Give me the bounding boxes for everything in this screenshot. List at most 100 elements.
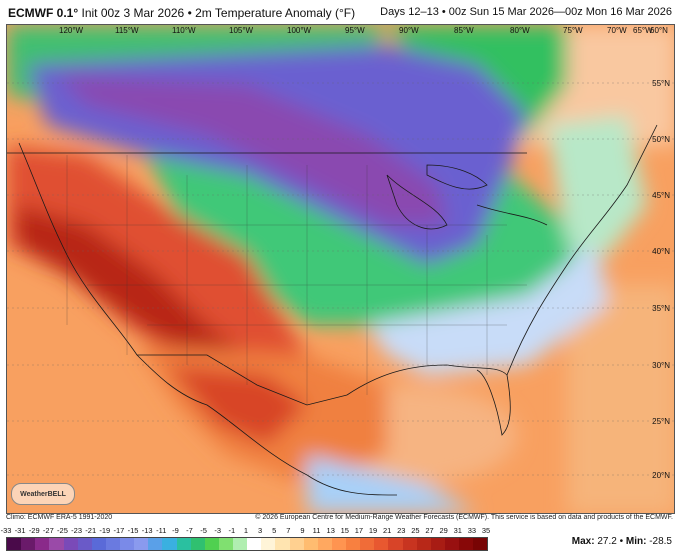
- legend-tick-label: 25: [411, 526, 420, 535]
- lon-label-90w: 90°W: [399, 26, 419, 35]
- lat-label-50n: 50°N: [652, 135, 670, 144]
- legend-tick-label: 35: [481, 526, 491, 535]
- legend-swatch: [63, 538, 78, 550]
- climo-note: Climo: ECMWF ERA-5 1991-2020: [6, 514, 113, 521]
- lat-label-20n: 20°N: [652, 471, 670, 480]
- weatherbell-logo: WeatherBELL: [11, 483, 75, 505]
- lon-label-65w: 65°W: [633, 26, 653, 35]
- legend-swatch: [148, 538, 163, 550]
- legend-tick-label: -19: [99, 526, 111, 535]
- legend-tick-label: 9: [300, 526, 305, 535]
- lon-label-95w: 95°W: [345, 26, 365, 35]
- init-time: Init 00z 3 Mar 2026: [81, 6, 185, 20]
- map-title: ECMWF 0.1° Init 00z 3 Mar 2026 • 2m Temp…: [8, 6, 355, 20]
- color-legend: -33 -31 -29 -27 -25 -23 -21 -19 -17 -15 -13 -11 -9 -7…: [1, 526, 491, 554]
- legend-swatch: [289, 538, 304, 550]
- legend-tick-label: -27: [42, 526, 54, 535]
- max-label: Max:: [571, 536, 595, 547]
- legend-tick-label: -17: [113, 526, 125, 535]
- legend-tick-label: -3: [214, 526, 222, 535]
- legend-swatch: [77, 538, 92, 550]
- legend-tick-label: -11: [156, 526, 167, 535]
- lon-label-105w: 105°W: [229, 26, 254, 35]
- legend-swatch: [430, 538, 445, 550]
- min-label: Min:: [625, 536, 647, 547]
- legend-swatch: [7, 538, 22, 550]
- legend-tick-label: 23: [397, 526, 406, 535]
- legend-tick-label: -23: [71, 526, 82, 535]
- lat-label-40n: 40°N: [652, 247, 670, 256]
- title-separator: •: [187, 6, 192, 20]
- legend-tick-label: -33: [0, 526, 12, 535]
- legend-tick-label: 31: [453, 526, 462, 535]
- lat-label-45n: 45°N: [652, 191, 670, 200]
- us-mexico-border: [137, 354, 348, 406]
- great-lake-erie: [476, 204, 548, 226]
- legend-swatch: [360, 538, 375, 550]
- legend-tick-label: -21: [85, 526, 97, 535]
- atlantic-coast: [506, 124, 658, 376]
- legend-tick-label: 5: [272, 526, 277, 535]
- legend-swatch: [388, 538, 403, 550]
- legend-tick-label: 13: [326, 526, 335, 535]
- legend-swatch: [218, 538, 233, 550]
- summary-separator: •: [619, 536, 624, 547]
- lat-label-55n: 55°N: [652, 79, 670, 88]
- legend-tick-label: 11: [312, 526, 321, 535]
- lon-label-70w: 70°W: [607, 26, 627, 35]
- legend-swatch: [402, 538, 417, 550]
- lon-label-75w: 75°W: [563, 26, 583, 35]
- legend-tick-label: 1: [243, 526, 249, 535]
- legend-swatch: [35, 538, 50, 550]
- legend-swatch: [176, 538, 191, 550]
- legend-tick-label: -15: [127, 526, 139, 535]
- legend-swatch: [91, 538, 106, 550]
- legend-ticks: -33 -31 -29 -27 -25 -23 -21 -19 -17 -15 -13 -11 -9 -7…: [1, 526, 491, 536]
- lon-label-120w: 120°W: [59, 26, 84, 35]
- legend-swatch: [473, 538, 488, 550]
- footer: Climo: ECMWF ERA-5 1991-2020 © 2026 Euro…: [6, 514, 673, 524]
- model-name: ECMWF 0.1°: [8, 6, 79, 20]
- legend-swatch: [261, 538, 276, 550]
- legend-swatch: [49, 538, 64, 550]
- legend-tick-label: -13: [141, 526, 153, 535]
- legend-tick-label: -7: [186, 526, 193, 535]
- legend-swatch: [233, 538, 248, 550]
- legend-swatch: [134, 538, 149, 550]
- lat-label-60n: 60°N: [650, 26, 668, 35]
- lon-label-85w: 85°W: [454, 26, 474, 35]
- legend-swatch: [303, 538, 318, 550]
- legend-swatch: [459, 538, 474, 550]
- legend-tick-label: 29: [439, 526, 448, 535]
- legend-swatch: [105, 538, 120, 550]
- max-min-summary: Max: 27.2 • Min: -28.5: [572, 536, 672, 547]
- lon-label-115w: 115°W: [115, 26, 139, 35]
- legend-swatch: [21, 538, 36, 550]
- great-lake-superior: [426, 164, 488, 190]
- legend-tick-label: -1: [228, 526, 236, 535]
- legend-tick-label: 15: [340, 526, 349, 535]
- max-value: 27.2: [597, 536, 617, 547]
- lat-label-35n: 35°N: [652, 304, 670, 313]
- legend-tick-label: 7: [286, 526, 291, 535]
- legend-tick-label: -25: [57, 526, 68, 535]
- legend-swatch: [374, 538, 389, 550]
- min-value: -28.5: [649, 536, 672, 547]
- legend-tick-label: 27: [425, 526, 434, 535]
- lat-label-25n: 25°N: [652, 417, 670, 426]
- legend-tick-label: 17: [354, 526, 364, 535]
- legend-swatch: [190, 538, 205, 550]
- copyright-note: © 2026 European Centre for Medium-Range …: [255, 514, 673, 521]
- legend-swatch: [162, 538, 177, 550]
- lon-label-110w: 110°W: [172, 26, 196, 35]
- legend-tick-label: 3: [258, 526, 263, 535]
- legend-swatch: [247, 538, 262, 550]
- legend-tick-label: 21: [383, 526, 392, 535]
- legend-tick-label: -29: [28, 526, 40, 535]
- legend-tick-label: -9: [172, 526, 179, 535]
- legend-swatch: [444, 538, 459, 550]
- legend-swatch: [317, 538, 332, 550]
- legend-tick-label: -5: [200, 526, 207, 535]
- anomaly-map: 120°W 115°W 110°W 105°W 100°W 95°W 90°W …: [6, 24, 675, 514]
- legend-swatch: [331, 538, 346, 550]
